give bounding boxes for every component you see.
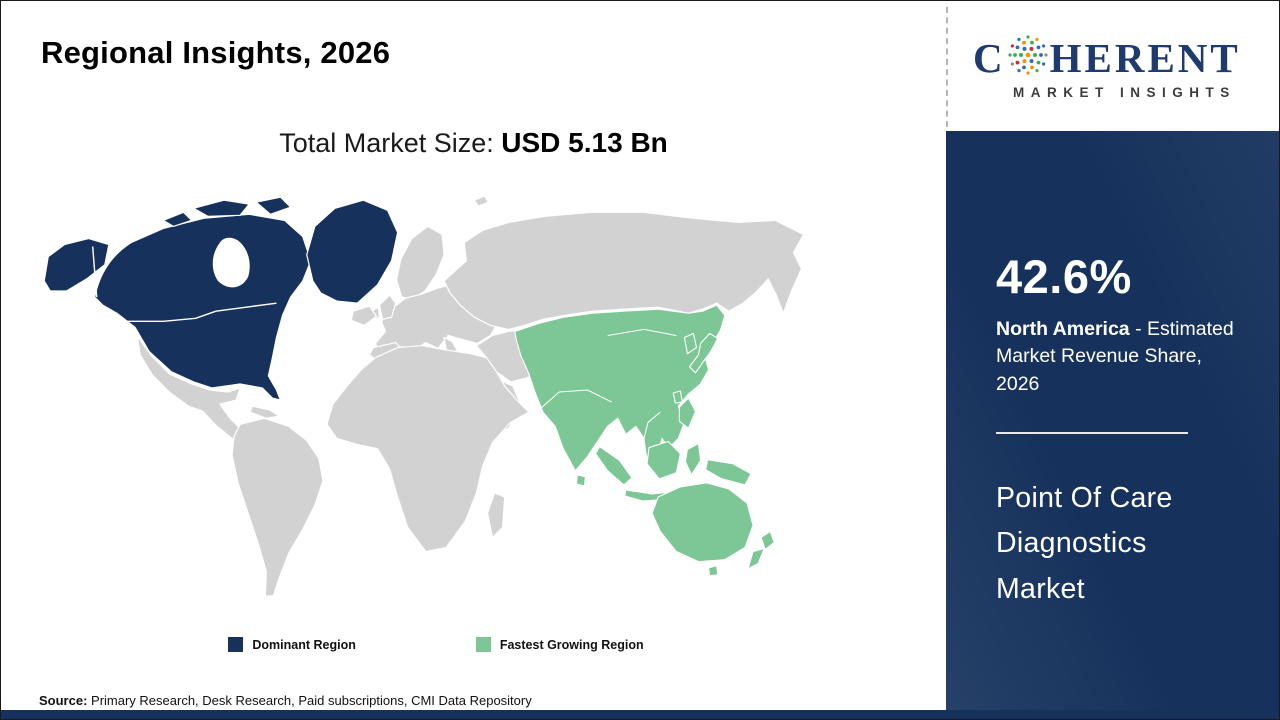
region-new-guinea <box>705 459 752 486</box>
region-japan <box>688 332 719 374</box>
region-madagascar <box>486 492 506 539</box>
source-text: Primary Research, Desk Research, Paid su… <box>87 693 532 708</box>
region-new-zealand-south <box>747 547 765 570</box>
logo-dotted-o-icon <box>1008 35 1048 82</box>
market-share-value: 42.6% <box>996 250 1132 303</box>
border-mongolia-china <box>607 328 677 336</box>
map-growing-region <box>514 304 775 577</box>
bottom-accent-bar <box>1 710 1279 719</box>
border-southeast-asia <box>643 411 661 439</box>
map-dominant-region <box>43 196 399 401</box>
highlight-sidebar: 42.6% North America - Estimated Market R… <box>946 131 1279 713</box>
legend-item-dominant: Dominant Region <box>228 637 356 652</box>
region-taiwan <box>672 390 683 404</box>
region-iceland <box>350 305 378 326</box>
company-logo: C <box>973 35 1265 100</box>
header-divider <box>946 7 948 127</box>
region-sri-lanka <box>575 474 586 487</box>
world-map-svg <box>43 195 805 597</box>
logo-letter-c: C <box>973 35 1006 81</box>
legend-swatch-growing <box>475 637 491 652</box>
region-arctic-islands-2 <box>255 196 292 215</box>
region-australia <box>651 482 754 563</box>
region-russia <box>443 211 805 331</box>
region-korea <box>683 332 698 355</box>
sidebar-divider <box>996 431 1188 434</box>
market-size-value: USD 5.13 Bn <box>501 127 668 158</box>
region-borneo <box>646 440 681 480</box>
region-new-zealand-north <box>760 530 775 551</box>
logo-letters-rest: HERENT <box>1049 35 1241 81</box>
source-note: Source: Primary Research, Desk Research,… <box>39 693 532 708</box>
legend-label-dominant: Dominant Region <box>252 637 356 652</box>
region-africa <box>326 344 530 553</box>
map-legend: Dominant Region Fastest Growing Region <box>41 637 831 652</box>
region-arctic-islands-1 <box>193 199 250 217</box>
region-philippines <box>678 397 697 429</box>
page-title: Regional Insights, 2026 <box>41 35 391 70</box>
region-greenland <box>306 199 399 304</box>
region-caribbean <box>249 405 281 419</box>
report-market-name: Point Of Care Diagnostics Market <box>996 481 1173 606</box>
border-alaska-canada <box>91 246 98 298</box>
world-map <box>41 184 831 598</box>
market-size-label: Total Market Size: <box>279 128 502 158</box>
logo-wordmark: C <box>973 35 1265 82</box>
region-svalbard <box>473 195 490 207</box>
map-other-regions <box>136 195 805 597</box>
source-label: Source: <box>39 693 88 708</box>
region-sumatra <box>594 445 633 486</box>
region-tasmania <box>708 565 719 577</box>
region-uk <box>378 294 397 320</box>
market-share-description: North America - Estimated Market Revenue… <box>996 316 1246 398</box>
region-canada-usa <box>94 213 312 401</box>
share-description-text: - Estimated Market Revenue Share, 2026 <box>996 318 1234 395</box>
border-india-china <box>540 389 612 409</box>
dominant-region-name: North America <box>996 318 1130 340</box>
logo-subtitle: MARKET INSIGHTS <box>1013 85 1236 100</box>
legend-item-growing: Fastest Growing Region <box>475 637 644 652</box>
region-south-america <box>231 417 324 597</box>
region-sulawesi <box>684 442 702 476</box>
hudson-bay <box>212 237 250 288</box>
legend-label-growing: Fastest Growing Region <box>499 637 644 652</box>
legend-swatch-dominant <box>228 637 244 652</box>
region-arctic-islands-3 <box>162 211 193 228</box>
border-usa-canada <box>98 302 277 323</box>
total-market-size-heading: Total Market Size: USD 5.13 Bn <box>1 127 946 159</box>
